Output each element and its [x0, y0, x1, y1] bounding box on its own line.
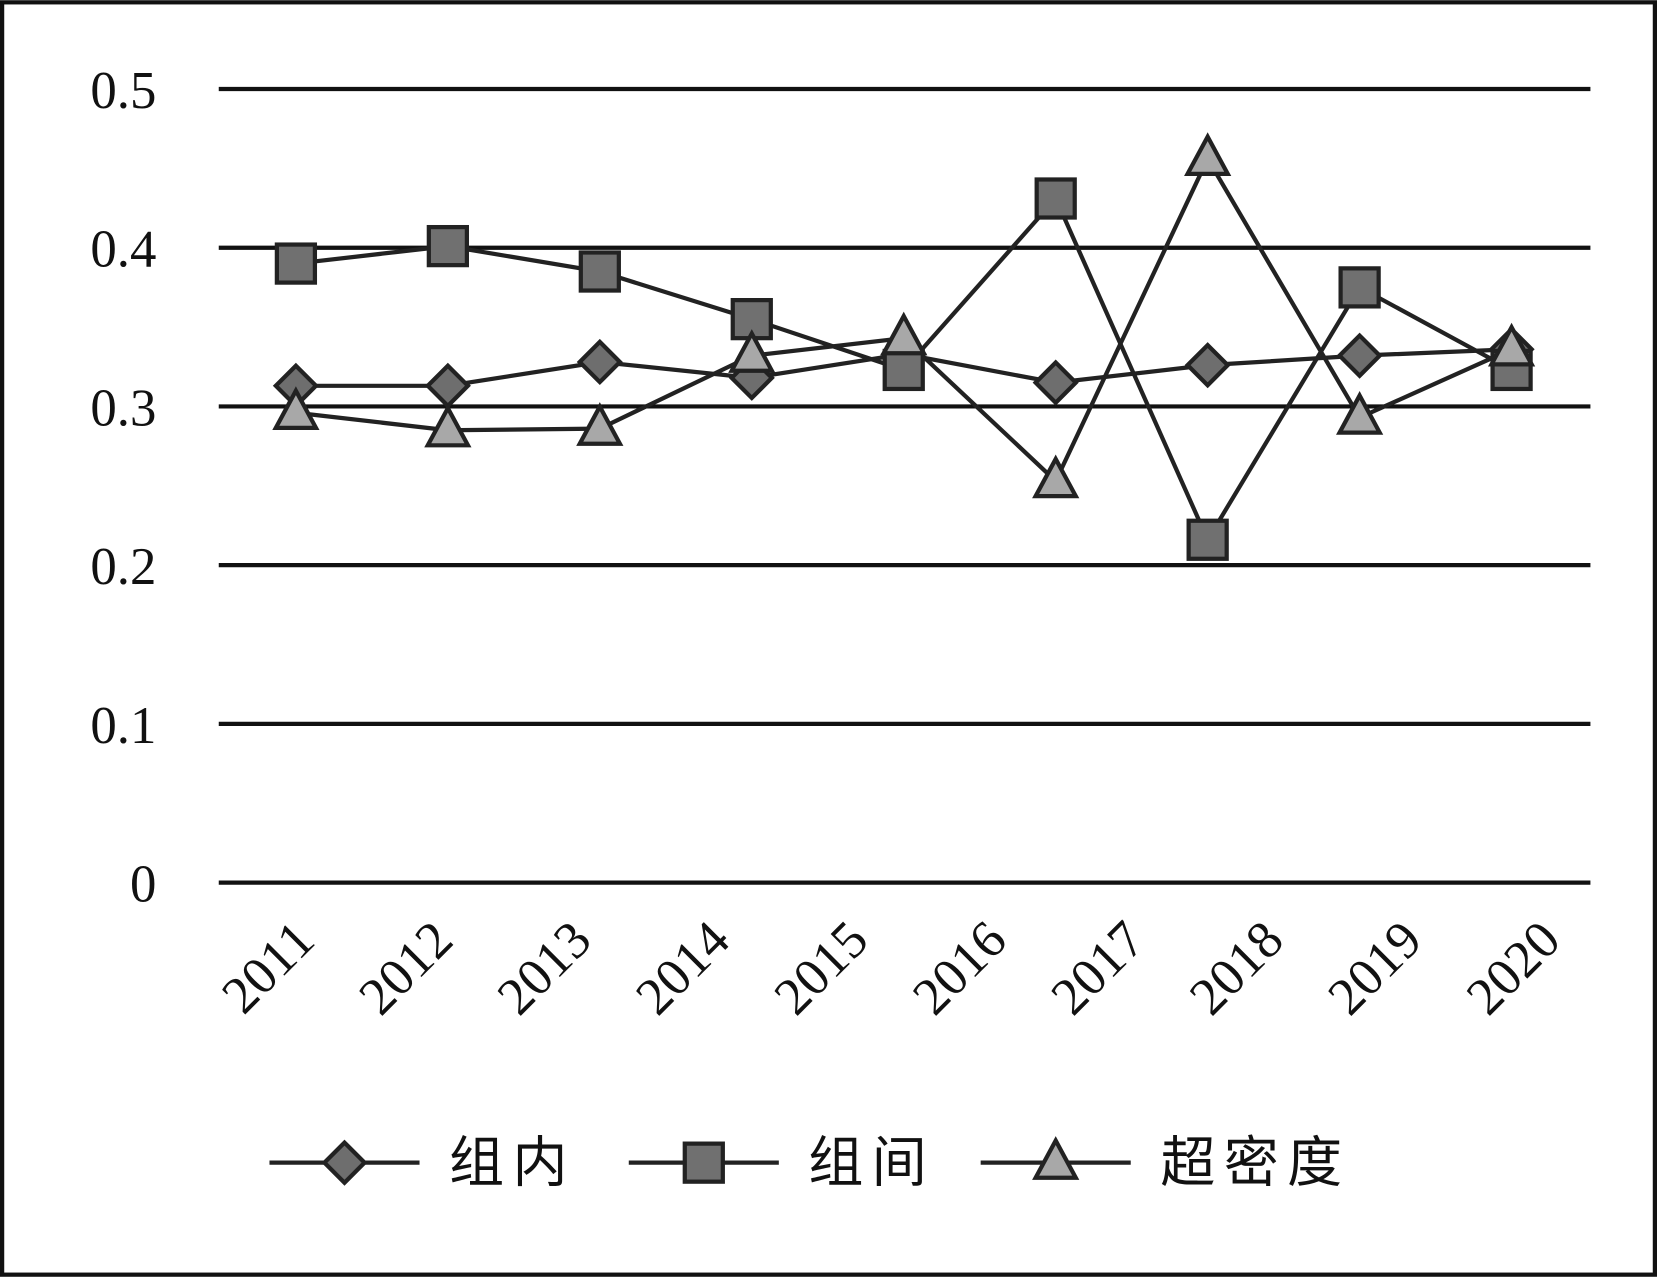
marker — [1032, 359, 1079, 406]
marker — [1032, 454, 1080, 499]
marker — [274, 242, 318, 285]
marker — [1032, 1136, 1080, 1180]
marker — [1336, 391, 1384, 435]
marker — [1034, 177, 1077, 220]
legend-label: 超密度 — [1160, 1133, 1350, 1194]
marker — [880, 311, 928, 356]
marker — [272, 386, 320, 430]
marker — [576, 338, 623, 386]
legend-label: 组内 — [449, 1133, 576, 1194]
marker — [1186, 518, 1229, 561]
marker — [728, 329, 776, 373]
marker — [426, 224, 469, 268]
y-tick-label: 0.4 — [90, 221, 156, 279]
marker — [578, 250, 621, 293]
y-tick-label: 0.1 — [90, 697, 156, 755]
marker — [424, 403, 472, 448]
y-tick-label: 0.2 — [90, 538, 156, 596]
plot-area — [272, 132, 1536, 561]
marker — [1336, 332, 1383, 379]
legend-label: 组间 — [808, 1133, 935, 1194]
marker — [1184, 132, 1232, 176]
y-tick-label: 0.3 — [90, 379, 156, 437]
marker — [321, 1139, 368, 1186]
legend: 组内 组间 超密度 — [269, 1133, 1350, 1194]
marker — [576, 402, 624, 446]
marker — [882, 348, 925, 392]
marker — [1338, 266, 1381, 309]
marker — [682, 1141, 725, 1184]
y-tick-label: 0 — [130, 856, 156, 914]
y-tick-label: 0.5 — [90, 62, 156, 120]
marker — [1487, 322, 1536, 367]
marker — [1184, 342, 1231, 389]
